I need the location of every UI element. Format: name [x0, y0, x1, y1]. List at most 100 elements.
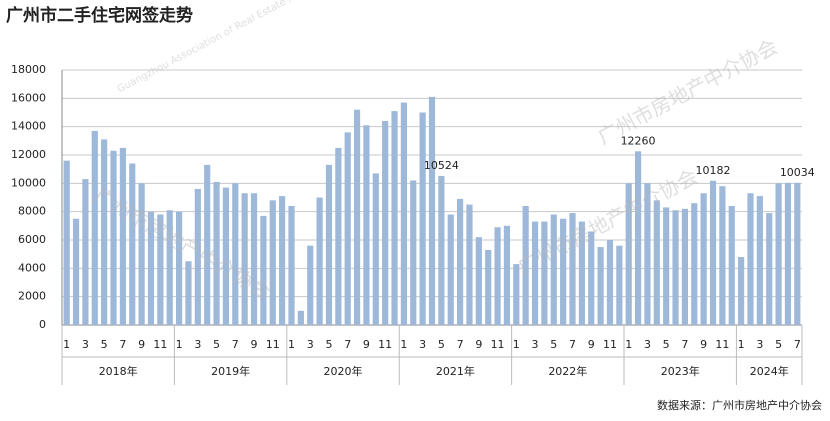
y-tick-label: 18000 — [11, 63, 46, 76]
bar — [241, 193, 248, 325]
bar — [391, 111, 398, 325]
bar — [747, 193, 754, 325]
x-tick-label: 7 — [457, 338, 464, 351]
chart-title: 广州市二手住宅网签走势 — [6, 5, 193, 26]
x-tick-label: 1 — [288, 338, 295, 351]
bar — [634, 151, 642, 325]
bar — [166, 210, 173, 325]
bar — [400, 102, 407, 325]
bar — [541, 221, 548, 325]
bar — [550, 214, 557, 325]
year-label: 2023年 — [661, 364, 700, 378]
bar — [91, 130, 98, 325]
bar — [204, 164, 211, 325]
bar — [503, 225, 511, 325]
bar — [794, 182, 801, 325]
bar — [700, 193, 707, 325]
bar — [560, 218, 567, 325]
x-tick-label: 7 — [232, 338, 239, 351]
bar — [522, 206, 529, 325]
x-tick-label: 5 — [438, 338, 445, 351]
bar — [269, 200, 276, 325]
bar — [663, 207, 670, 325]
bar — [597, 247, 604, 325]
year-label: 2021年 — [436, 364, 475, 378]
bar — [606, 240, 614, 325]
bar — [232, 183, 239, 325]
bar — [457, 198, 464, 325]
x-tick-label: 1 — [625, 338, 632, 351]
y-tick-label: 6000 — [18, 233, 46, 246]
source-note: 数据来源：广州市房地产中介协会 — [657, 398, 822, 412]
bar — [138, 183, 145, 325]
bar — [569, 213, 576, 325]
bar — [213, 181, 220, 325]
bar — [719, 186, 726, 325]
year-label: 2019年 — [211, 364, 250, 378]
year-label: 2022年 — [548, 364, 587, 378]
bar — [82, 179, 89, 325]
bar — [110, 150, 117, 325]
x-tick-label: 3 — [756, 338, 763, 351]
bar — [438, 175, 445, 325]
x-tick-label: 9 — [138, 338, 145, 351]
y-tick-label: 10000 — [11, 176, 46, 189]
bar — [775, 183, 782, 325]
bar — [344, 132, 351, 325]
bar — [279, 196, 286, 325]
x-tick-label: 7 — [119, 338, 126, 351]
y-tick-label: 16000 — [11, 91, 46, 104]
bar — [297, 310, 304, 325]
x-tick-label: 9 — [363, 338, 370, 351]
x-tick-label: 1 — [400, 338, 407, 351]
bar — [372, 173, 379, 325]
x-tick-label: 11 — [715, 338, 729, 351]
bar — [784, 182, 792, 325]
x-tick-label: 9 — [251, 338, 258, 351]
data-label: 10524 — [424, 159, 459, 172]
bar — [335, 147, 342, 325]
x-tick-label: 11 — [153, 338, 167, 351]
x-tick-label: 1 — [513, 338, 520, 351]
bar — [756, 196, 763, 325]
bar — [316, 197, 323, 325]
x-tick-label: 1 — [63, 338, 70, 351]
watermark: 广州市房地产中介协会 — [594, 34, 782, 149]
x-tick-label: 5 — [325, 338, 332, 351]
x-tick-label: 3 — [194, 338, 201, 351]
data-label: 10182 — [696, 164, 731, 177]
bar — [410, 180, 417, 325]
x-tick-label: 3 — [644, 338, 651, 351]
bar — [325, 164, 333, 325]
data-label: 10034 — [780, 166, 815, 179]
bar — [513, 264, 520, 325]
x-tick-label: 11 — [603, 338, 617, 351]
y-tick-label: 0 — [39, 318, 46, 331]
bar — [428, 96, 436, 326]
bar — [353, 109, 361, 326]
bar — [194, 189, 201, 325]
x-tick-label: 7 — [344, 338, 351, 351]
bar — [157, 214, 164, 325]
x-tick-label: 7 — [569, 338, 576, 351]
bar — [475, 237, 482, 325]
y-tick-label: 2000 — [18, 290, 46, 303]
bar — [766, 213, 773, 325]
bar — [222, 187, 230, 325]
x-tick-label: 5 — [663, 338, 670, 351]
y-tick-label: 14000 — [11, 120, 46, 133]
bar — [72, 218, 80, 325]
x-tick-label: 3 — [82, 338, 89, 351]
bar — [653, 200, 660, 325]
x-tick-label: 5 — [101, 338, 108, 351]
bar — [129, 163, 136, 325]
bar — [382, 121, 389, 325]
x-tick-label: 5 — [213, 338, 220, 351]
year-label: 2024年 — [750, 364, 789, 378]
bar — [485, 249, 492, 325]
bar — [625, 183, 632, 325]
bar — [709, 180, 717, 325]
bar — [738, 257, 745, 325]
bar — [588, 231, 595, 325]
